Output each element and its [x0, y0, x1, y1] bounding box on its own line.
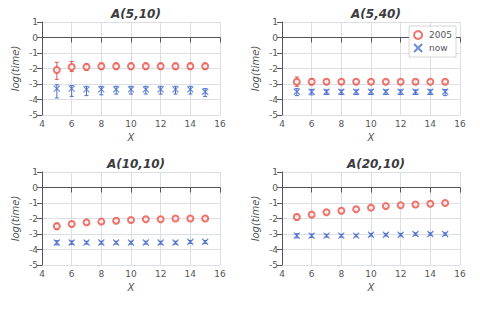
svg-text:-1: -1	[269, 48, 278, 58]
svg-text:A(5,10): A(5,10)	[110, 7, 161, 21]
svg-text:-3: -3	[29, 229, 38, 239]
svg-text:0: 0	[32, 183, 38, 193]
svg-text:12: 12	[395, 269, 406, 279]
svg-text:6: 6	[69, 269, 75, 279]
svg-text:-4: -4	[269, 95, 278, 105]
svg-text:4: 4	[39, 269, 45, 279]
svg-text:-3: -3	[269, 79, 278, 89]
svg-text:-5: -5	[29, 110, 38, 120]
svg-text:-2: -2	[269, 64, 278, 74]
svg-text:14: 14	[185, 119, 197, 129]
svg-text:16: 16	[454, 269, 466, 279]
svg-text:log(time): log(time)	[250, 196, 261, 242]
svg-text:A(20,10): A(20,10)	[346, 157, 405, 171]
svg-text:8: 8	[338, 119, 344, 129]
svg-text:4: 4	[39, 119, 45, 129]
svg-text:1: 1	[272, 167, 278, 177]
svg-text:2005: 2005	[429, 30, 452, 40]
svg-text:16: 16	[214, 269, 226, 279]
svg-text:1: 1	[32, 167, 38, 177]
svg-text:14: 14	[425, 119, 437, 129]
svg-text:-4: -4	[269, 245, 278, 255]
svg-text:0: 0	[272, 33, 278, 43]
svg-text:8: 8	[338, 269, 344, 279]
svg-text:10: 10	[365, 119, 377, 129]
svg-text:-1: -1	[29, 198, 38, 208]
svg-text:-1: -1	[269, 198, 278, 208]
svg-text:-3: -3	[269, 229, 278, 239]
svg-text:log(time): log(time)	[10, 46, 21, 92]
svg-text:now: now	[429, 43, 448, 53]
svg-text:6: 6	[309, 269, 315, 279]
svg-text:0: 0	[32, 33, 38, 43]
svg-text:4: 4	[279, 119, 285, 129]
svg-text:10: 10	[125, 269, 137, 279]
svg-text:4: 4	[279, 269, 285, 279]
svg-text:0: 0	[272, 183, 278, 193]
svg-text:10: 10	[365, 269, 377, 279]
svg-text:X: X	[127, 282, 136, 293]
svg-text:12: 12	[155, 119, 166, 129]
svg-text:12: 12	[155, 269, 166, 279]
svg-text:-5: -5	[269, 110, 278, 120]
svg-text:8: 8	[98, 119, 104, 129]
svg-text:1: 1	[32, 17, 38, 27]
svg-text:X: X	[127, 132, 136, 143]
svg-text:log(time): log(time)	[10, 196, 21, 242]
svg-text:A(10,10): A(10,10)	[106, 157, 165, 171]
svg-text:-5: -5	[269, 260, 278, 270]
svg-text:14: 14	[185, 269, 197, 279]
svg-text:log(time): log(time)	[250, 46, 261, 92]
svg-text:8: 8	[98, 269, 104, 279]
svg-text:-3: -3	[29, 79, 38, 89]
svg-text:16: 16	[214, 119, 226, 129]
svg-text:-2: -2	[29, 64, 38, 74]
svg-text:-2: -2	[29, 214, 38, 224]
svg-text:X: X	[367, 282, 376, 293]
svg-text:-5: -5	[29, 260, 38, 270]
svg-text:-4: -4	[29, 245, 38, 255]
svg-text:-1: -1	[29, 48, 38, 58]
svg-text:6: 6	[69, 119, 75, 129]
svg-text:14: 14	[425, 269, 437, 279]
svg-text:-4: -4	[29, 95, 38, 105]
svg-text:6: 6	[309, 119, 315, 129]
svg-text:16: 16	[454, 119, 466, 129]
svg-text:10: 10	[125, 119, 137, 129]
svg-text:X: X	[367, 132, 376, 143]
svg-text:12: 12	[395, 119, 406, 129]
svg-text:-2: -2	[269, 214, 278, 224]
svg-text:1: 1	[272, 17, 278, 27]
svg-text:A(5,40): A(5,40)	[350, 7, 401, 21]
